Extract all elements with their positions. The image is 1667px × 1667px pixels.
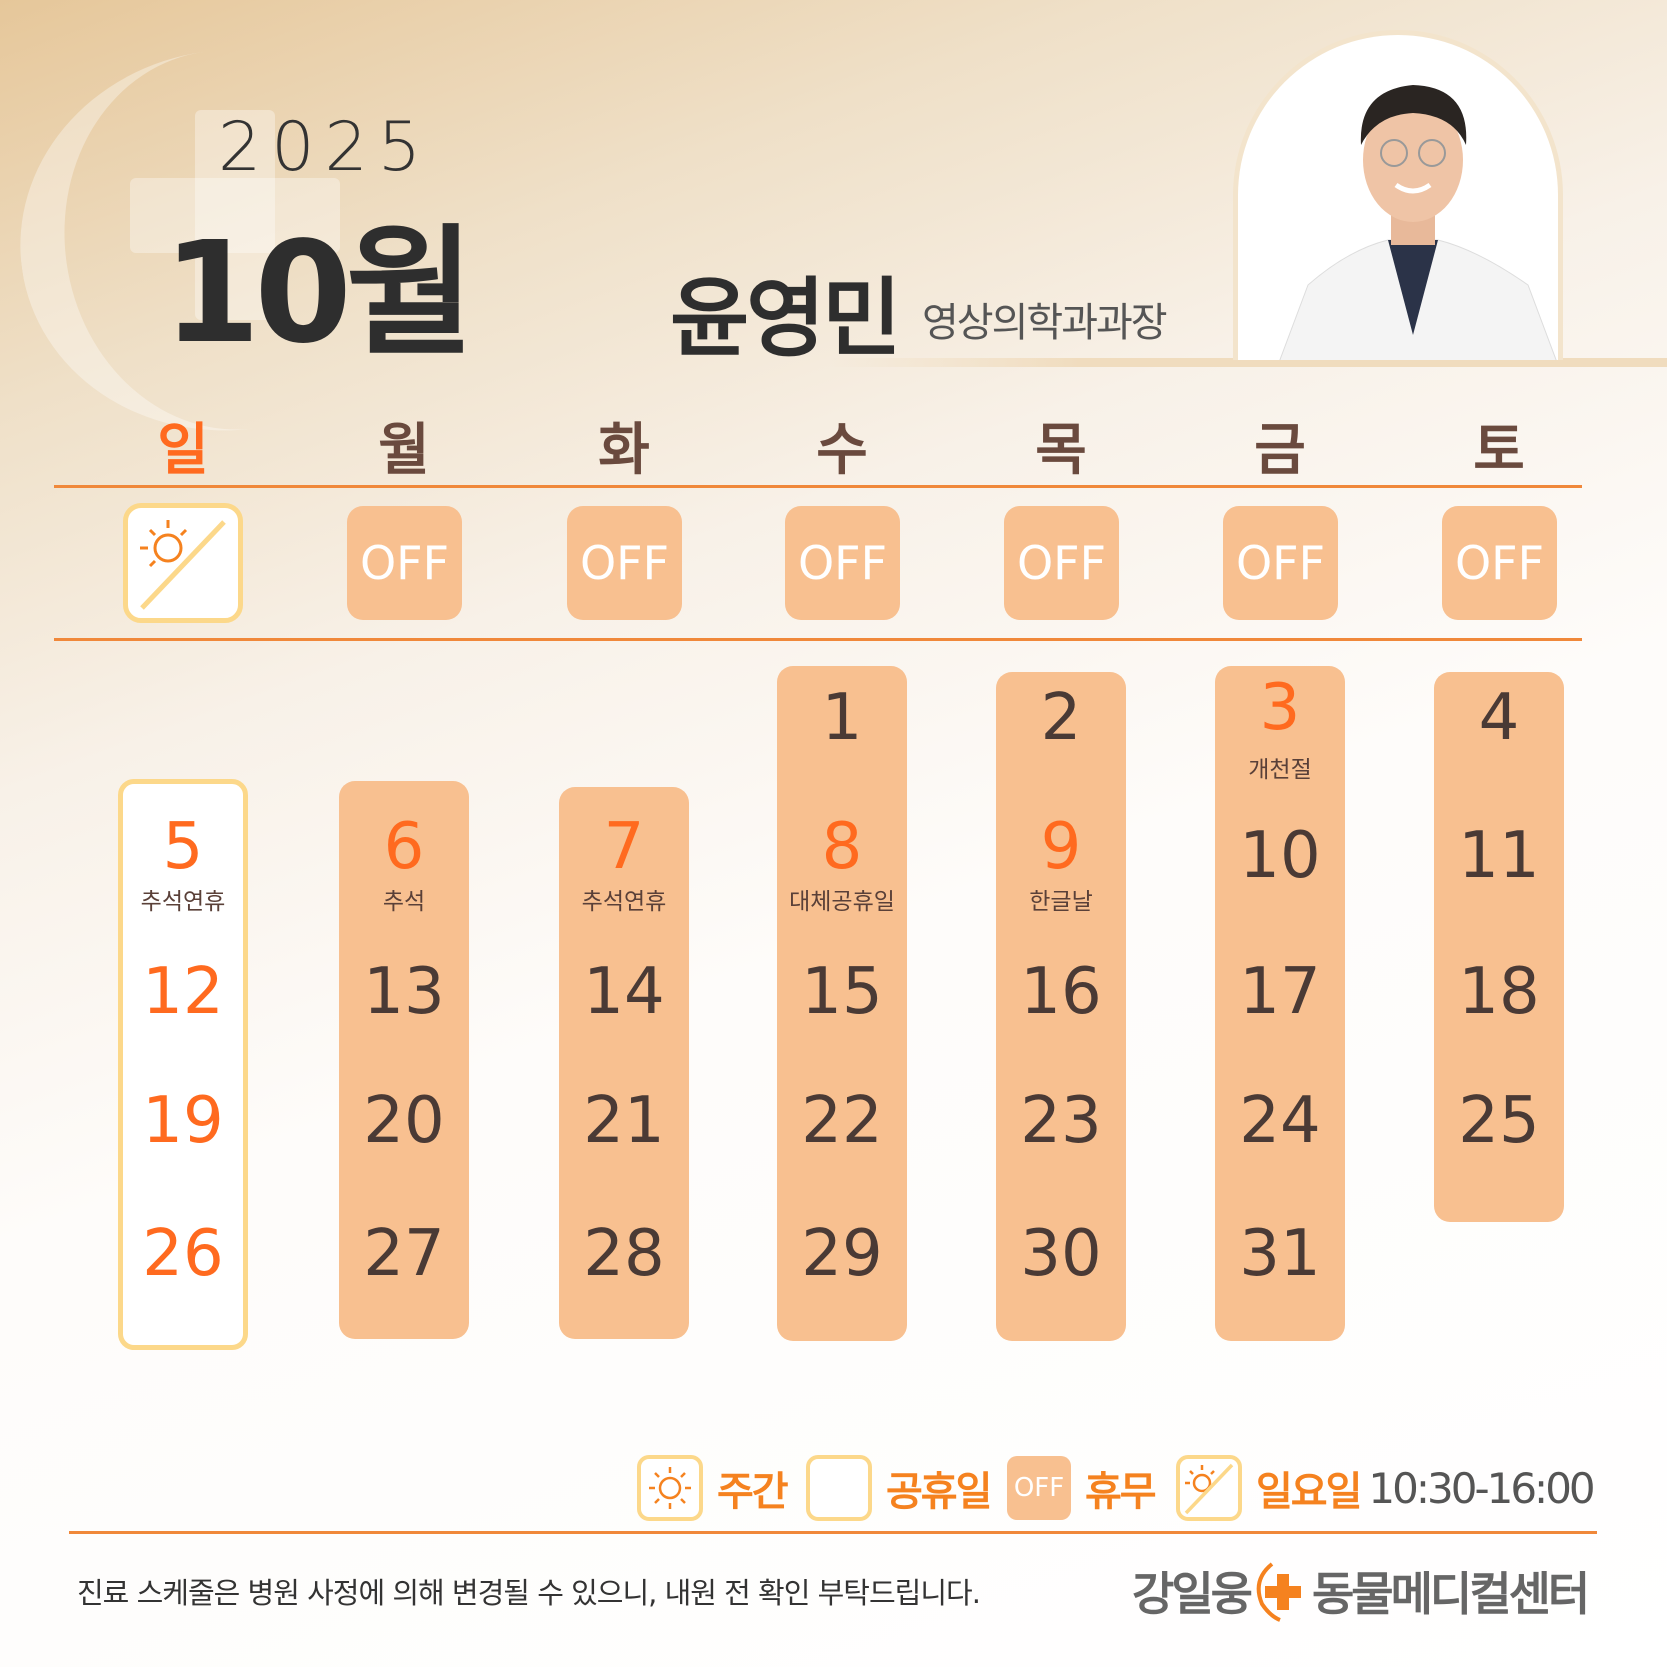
day-number[interactable]: 6 — [383, 810, 425, 884]
week-column — [559, 787, 689, 1339]
holiday-label: 한글날 — [1029, 889, 1093, 915]
clinic-logo: 강일웅 동물메디컬센터 — [1132, 1558, 1590, 1624]
day-number[interactable]: 5 — [162, 810, 204, 884]
off-badge: OFF — [785, 506, 900, 620]
holiday-label: 대체공휴일 — [789, 889, 895, 915]
week-column — [996, 672, 1126, 1341]
divider — [69, 1531, 1597, 1534]
day-number[interactable]: 30 — [1020, 1217, 1102, 1291]
off-badge: OFF — [347, 506, 462, 620]
week-column — [1215, 666, 1345, 1341]
holiday-label: 추석연휴 — [140, 889, 226, 915]
legend-off-label: 휴무 — [1085, 1469, 1157, 1515]
off-badge: OFF — [1442, 506, 1557, 620]
off-badge: OFF — [567, 506, 682, 620]
day-number[interactable]: 7 — [603, 810, 645, 884]
week-column — [339, 781, 469, 1339]
day-number[interactable]: 11 — [1458, 819, 1540, 893]
legend-holiday: 공휴일 — [806, 1455, 992, 1521]
empty-box-icon — [806, 1455, 872, 1521]
off-badge: OFF — [1223, 506, 1338, 620]
day-number[interactable]: 8 — [821, 810, 863, 884]
day-number[interactable]: 14 — [583, 955, 665, 1029]
day-number[interactable]: 15 — [801, 955, 883, 1029]
day-number[interactable]: 20 — [363, 1084, 445, 1158]
day-number[interactable]: 22 — [801, 1084, 883, 1158]
week-column — [1434, 672, 1564, 1222]
weekday-header: 수 — [816, 418, 868, 483]
day-number[interactable]: 9 — [1040, 810, 1082, 884]
day-number[interactable]: 23 — [1020, 1084, 1102, 1158]
weekday-header: 화 — [598, 418, 650, 483]
holiday-label: 추석 — [382, 889, 426, 915]
sun-slash-icon — [140, 520, 226, 610]
weekday-header: 월 — [378, 418, 430, 483]
day-number[interactable]: 12 — [142, 955, 224, 1029]
off-box-icon: OFF — [1007, 1456, 1071, 1520]
cross-heart-icon — [1256, 1562, 1301, 1622]
day-number[interactable]: 19 — [142, 1084, 224, 1158]
sunday-hours: 10:30-16:00 — [1368, 1463, 1595, 1513]
day-number[interactable]: 10 — [1239, 819, 1321, 893]
day-number[interactable]: 28 — [583, 1217, 665, 1291]
day-number[interactable]: 16 — [1020, 955, 1102, 1029]
footer-note: 진료 스케줄은 병원 사정에 의해 변경될 수 있으니, 내원 전 확인 부탁드… — [77, 1576, 981, 1610]
weekday-header: 목 — [1035, 418, 1087, 483]
off-badge: OFF — [1004, 506, 1119, 620]
legend-day: 주간 — [637, 1455, 789, 1521]
weekday-header: 토 — [1473, 418, 1525, 483]
weekday-header: 금 — [1254, 418, 1306, 483]
day-number[interactable]: 25 — [1458, 1084, 1540, 1158]
week-column — [777, 666, 907, 1341]
doctor-name: 윤영민 — [670, 269, 901, 369]
day-number[interactable]: 13 — [363, 955, 445, 1029]
day-number[interactable]: 4 — [1478, 681, 1520, 755]
header-underline — [830, 358, 1667, 367]
legend-sunday-label: 일요일 — [1256, 1469, 1362, 1515]
cross-decoration — [195, 110, 275, 320]
logo-text-left: 강일웅 — [1132, 1567, 1253, 1621]
sunday-hours-box — [123, 503, 243, 623]
doctor-title: 영상의학과과장 — [922, 300, 1168, 346]
year: 2025 — [218, 108, 432, 187]
doctor-photo — [1233, 30, 1563, 360]
legend-day-label: 주간 — [717, 1469, 789, 1515]
weekday-header: 일 — [157, 418, 209, 483]
legend-off: OFF 휴무 — [1007, 1455, 1157, 1521]
day-number[interactable]: 21 — [583, 1084, 665, 1158]
day-number[interactable]: 26 — [142, 1217, 224, 1291]
day-number[interactable]: 3 — [1259, 671, 1301, 745]
holiday-label: 개천절 — [1248, 757, 1312, 783]
legend-holiday-label: 공휴일 — [886, 1469, 992, 1515]
day-number[interactable]: 18 — [1458, 955, 1540, 1029]
divider — [54, 638, 1582, 641]
day-number[interactable]: 24 — [1239, 1084, 1321, 1158]
day-number[interactable]: 27 — [363, 1217, 445, 1291]
week-column — [118, 779, 248, 1350]
day-number[interactable]: 31 — [1239, 1217, 1321, 1291]
day-number[interactable]: 29 — [801, 1217, 883, 1291]
cross-decoration — [130, 178, 340, 253]
logo-text-right: 동물메디컬센터 — [1311, 1567, 1590, 1621]
day-number[interactable]: 1 — [821, 681, 863, 755]
legend-sunday: 일요일 10:30-16:00 — [1176, 1455, 1596, 1521]
divider — [54, 485, 1582, 488]
month-title: 10월 — [163, 212, 475, 375]
day-number[interactable]: 17 — [1239, 955, 1321, 1029]
day-number[interactable]: 2 — [1040, 681, 1082, 755]
holiday-label: 추석연휴 — [581, 889, 667, 915]
sun-slash-icon — [1176, 1455, 1242, 1521]
sun-icon — [637, 1455, 703, 1521]
